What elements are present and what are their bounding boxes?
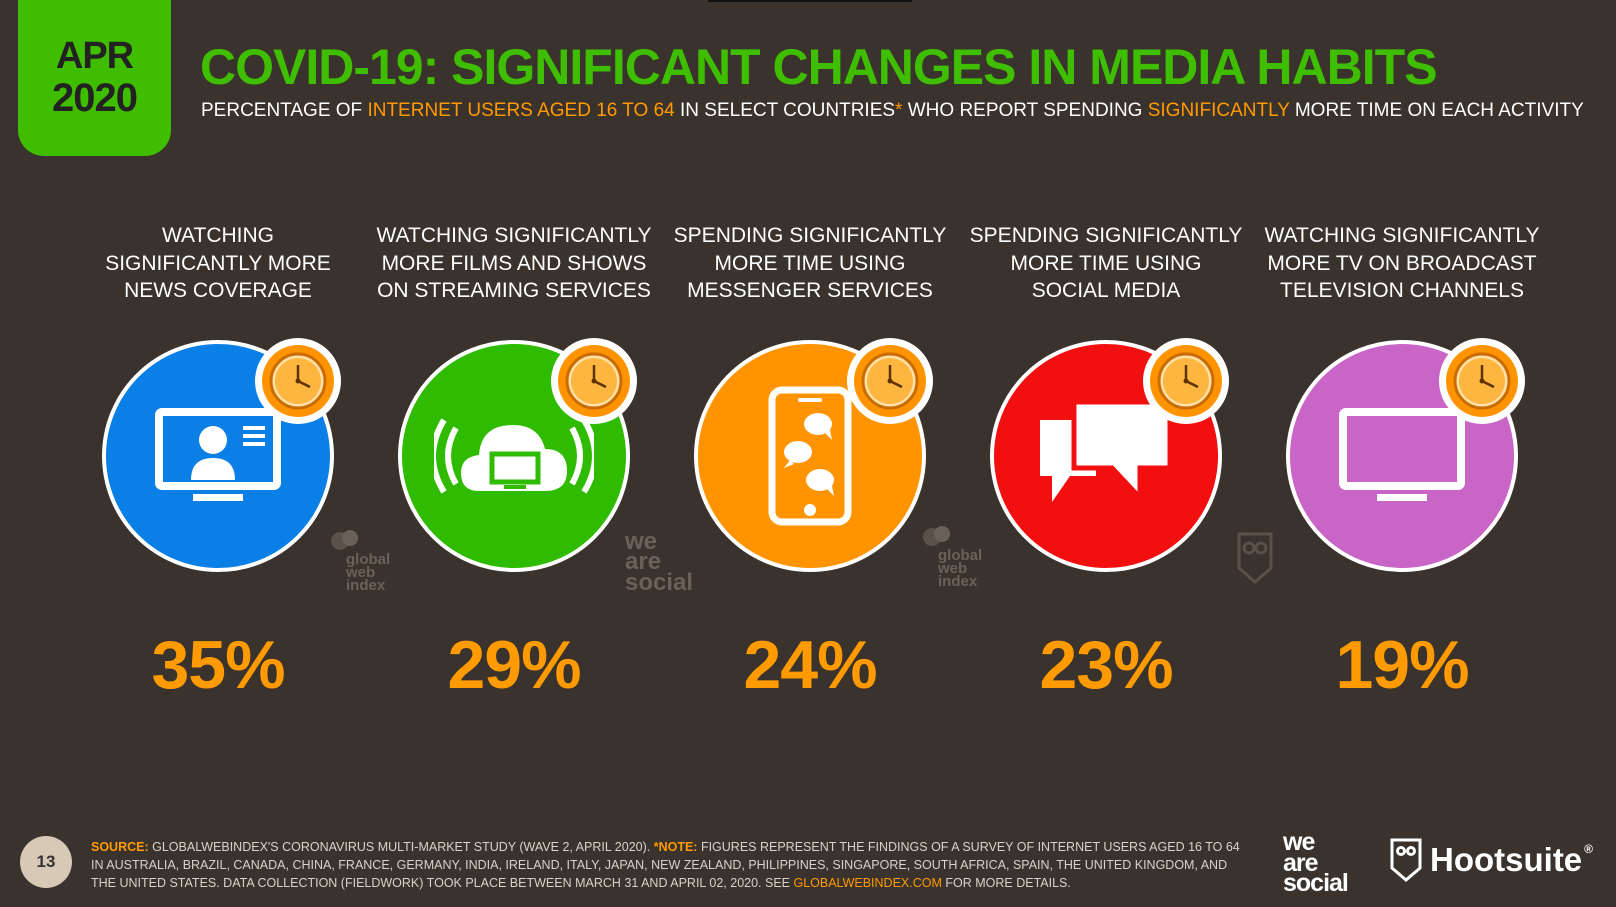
gwi-watermark-text: global: [938, 547, 983, 564]
clock-icon: [1150, 345, 1222, 417]
registered-mark: ®: [1584, 842, 1594, 856]
gwi-watermark-text: index: [938, 572, 978, 590]
gwi-watermark-text: web: [346, 563, 376, 581]
stat-column-messenger: SPENDING SIGNIFICANTLY MORE TIME USING M…: [665, 222, 955, 703]
owl-watermark-icon: [1237, 532, 1273, 584]
we-are-social-logo-text: we: [1283, 828, 1315, 856]
gwi-watermark-text: index: [346, 576, 386, 594]
source-link[interactable]: GLOBALWEBINDEX.COM: [793, 876, 942, 890]
was-watermark: we are social: [625, 528, 694, 596]
date-badge: APR 2020: [18, 0, 171, 156]
stat-label-line: WATCHING: [162, 224, 274, 247]
stat-percentage: 35%: [151, 627, 285, 703]
stat-label-line: MORE TIME USING: [714, 251, 906, 275]
gwi-watermark-text: global: [346, 551, 391, 568]
tv-news-icon: [155, 408, 281, 501]
stat-label-line: SIGNIFICANTLY MORE: [105, 251, 331, 275]
stat-circle-wrap: [102, 338, 341, 572]
stat-label-line: ON STREAMING SERVICES: [377, 279, 651, 302]
clock-icon: [262, 345, 334, 417]
hootsuite-watermark: [1237, 532, 1273, 587]
stat-label-line: MORE TV ON BROADCAST: [1267, 251, 1537, 275]
television-icon: [1339, 408, 1465, 501]
clock-icon: [854, 345, 926, 417]
stat-label-line: MESSENGER SERVICES: [687, 279, 933, 302]
owl-icon: [1390, 838, 1422, 882]
stat-circle-wrap: [1286, 338, 1525, 572]
gwi-watermark: global web index: [922, 524, 982, 588]
top-edge-bar: [708, 0, 912, 2]
stat-label-line: MORE TIME USING: [1010, 251, 1202, 275]
clock-badge: [1439, 338, 1525, 424]
was-watermark-text: we: [625, 528, 658, 555]
source-text: GLOBALWEBINDEX'S CORONAVIRUS MULTI-MARKE…: [148, 840, 654, 854]
we-are-social-logo: we are social: [1283, 828, 1349, 897]
hootsuite-wordmark: Hootsuite: [1430, 841, 1583, 878]
date-year: 2020: [52, 75, 138, 120]
phone-messenger-icon: [768, 386, 852, 526]
stat-label-line: TELEVISION CHANNELS: [1280, 279, 1524, 302]
stat-label-line: SOCIAL MEDIA: [1031, 279, 1181, 302]
stat-label-line: MORE FILMS AND SHOWS: [381, 251, 647, 275]
stat-label: SPENDING SIGNIFICANTLY MORE TIME USING S…: [961, 222, 1251, 306]
subtitle-text: IN SELECT COUNTRIES: [674, 100, 896, 121]
stat-label: WATCHING SIGNIFICANTLY MORE TV ON BROADC…: [1257, 222, 1547, 306]
was-watermark-text: social: [625, 568, 694, 596]
stat-percentage: 19%: [1335, 627, 1469, 703]
source-label: SOURCE:: [91, 840, 149, 854]
gwi-watermark: global web index: [330, 528, 390, 592]
stat-label-line: WATCHING SIGNIFICANTLY: [376, 224, 652, 247]
clock-badge: [255, 338, 341, 424]
stat-label: SPENDING SIGNIFICANTLY MORE TIME USING M…: [665, 222, 955, 306]
clock-badge: [1143, 338, 1229, 424]
stat-column-broadcast-tv: WATCHING SIGNIFICANTLY MORE TV ON BROADC…: [1257, 222, 1547, 703]
clock-icon: [1446, 345, 1518, 417]
gwi-logo-icon: [923, 526, 950, 546]
subtitle-text: MORE TIME ON EACH ACTIVITY: [1289, 100, 1584, 121]
stat-percentage: 29%: [447, 627, 581, 703]
subtitle-highlight: INTERNET USERS AGED 16 TO 64: [367, 100, 675, 121]
note-text: FIGURES REPRESENT THE FINDINGS OF A SURV…: [91, 840, 1240, 890]
stat-circle-wrap: [694, 338, 933, 572]
gwi-logo-icon: [331, 530, 358, 550]
page-subtitle: PERCENTAGE OF INTERNET USERS AGED 16 TO …: [201, 100, 1584, 122]
page-number: 13: [20, 836, 72, 888]
stat-circle-wrap: [990, 338, 1229, 572]
stat-column-streaming: WATCHING SIGNIFICANTLY MORE FILMS AND SH…: [369, 222, 659, 703]
stat-label-line: SPENDING SIGNIFICANTLY: [673, 224, 947, 247]
clock-badge: [847, 338, 933, 424]
we-are-social-logo-text: are: [1283, 848, 1319, 877]
stat-column-social-media: SPENDING SIGNIFICANTLY MORE TIME USING S…: [961, 222, 1251, 703]
stat-label-line: NEWS COVERAGE: [124, 279, 312, 302]
note-end-text: FOR MORE DETAILS.: [941, 876, 1071, 890]
clock-badge: [551, 338, 637, 424]
subtitle-highlight: SIGNIFICANTLY: [1147, 100, 1290, 121]
stat-percentage: 24%: [743, 627, 877, 703]
stat-circle-wrap: [398, 338, 637, 572]
subtitle-asterisk: *: [895, 100, 903, 121]
subtitle-text: PERCENTAGE OF: [201, 100, 368, 121]
stat-label: WATCHING SIGNIFICANTLY MORE NEWS COVERAG…: [73, 222, 363, 306]
stat-circle: [694, 340, 926, 572]
stat-label-line: WATCHING SIGNIFICANTLY: [1264, 224, 1540, 247]
note-label: *NOTE:: [653, 840, 698, 854]
hootsuite-logo: Hootsuite ®: [1390, 838, 1593, 882]
stat-column-news: WATCHING SIGNIFICANTLY MORE NEWS COVERAG…: [73, 222, 363, 703]
page-title: COVID-19: SIGNIFICANT CHANGES IN MEDIA H…: [200, 39, 1438, 95]
source-note: SOURCE: GLOBALWEBINDEX'S CORONAVIRUS MUL…: [91, 838, 1251, 892]
cloud-streaming-icon: [434, 418, 594, 494]
stat-label: WATCHING SIGNIFICANTLY MORE FILMS AND SH…: [369, 222, 659, 306]
clock-icon: [558, 345, 630, 417]
stat-percentage: 23%: [1039, 627, 1173, 703]
subtitle-text: WHO REPORT SPENDING: [902, 100, 1148, 121]
gwi-watermark-text: web: [938, 559, 968, 577]
was-watermark-text: are: [625, 548, 662, 576]
we-are-social-logo-text: social: [1283, 869, 1349, 897]
date-month: APR: [55, 35, 134, 78]
stat-label-line: SPENDING SIGNIFICANTLY: [969, 224, 1243, 247]
